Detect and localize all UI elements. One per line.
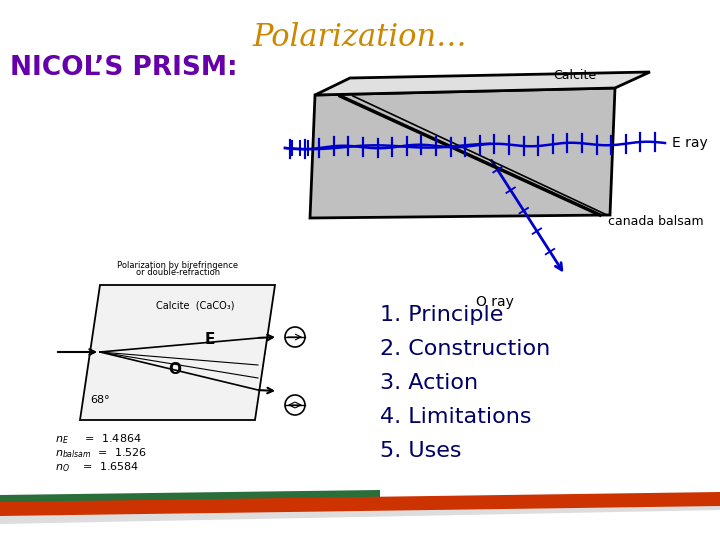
Text: Polarization…: Polarization… (253, 22, 467, 53)
Text: O ray: O ray (476, 295, 514, 309)
Text: canada balsam: canada balsam (608, 215, 703, 228)
Text: or double-refraction: or double-refraction (136, 268, 220, 277)
Polygon shape (0, 492, 720, 516)
Text: $n_E$     =  1.4864: $n_E$ = 1.4864 (55, 432, 142, 446)
Text: Polarization by birefringence: Polarization by birefringence (117, 261, 238, 270)
Text: Calcite  (CaCO₃): Calcite (CaCO₃) (156, 300, 234, 310)
Text: 4. Limitations: 4. Limitations (380, 407, 531, 427)
Text: Calcite: Calcite (554, 69, 597, 82)
Text: 1. Principle: 1. Principle (380, 305, 503, 325)
Polygon shape (315, 72, 650, 95)
Polygon shape (0, 498, 720, 524)
Text: $n_{balsam}$  =  1.526: $n_{balsam}$ = 1.526 (55, 446, 147, 460)
Text: 2. Construction: 2. Construction (380, 339, 550, 359)
Text: 5. Uses: 5. Uses (380, 441, 462, 461)
Text: $n_O$    =  1.6584: $n_O$ = 1.6584 (55, 460, 140, 474)
Polygon shape (0, 490, 380, 510)
Text: 68°: 68° (90, 395, 110, 405)
Text: E ray: E ray (672, 136, 708, 150)
Text: NICOL’S PRISM:: NICOL’S PRISM: (10, 55, 238, 81)
Text: O: O (168, 362, 181, 377)
Text: E: E (204, 333, 215, 348)
Polygon shape (80, 285, 275, 420)
Polygon shape (310, 88, 615, 218)
Text: 3. Action: 3. Action (380, 373, 478, 393)
